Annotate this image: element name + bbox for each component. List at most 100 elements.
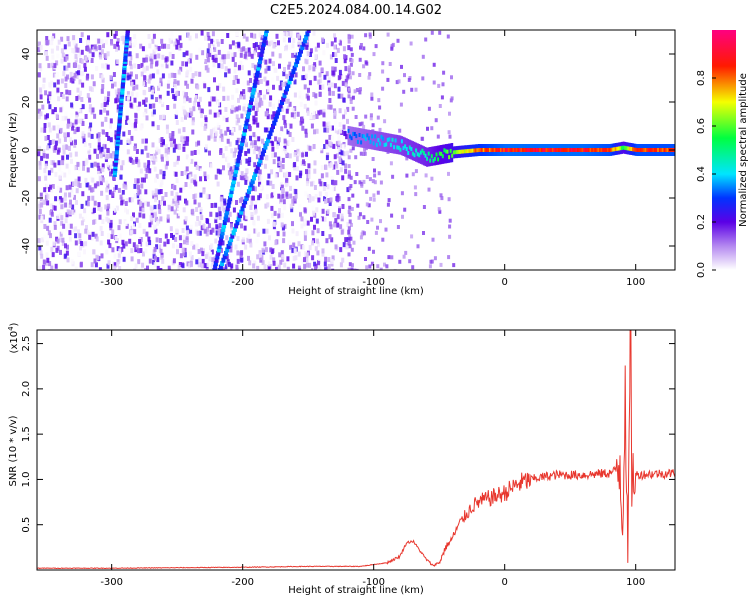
spectrogram-noise-cell — [430, 126, 434, 131]
spectrogram-trace-halo — [371, 130, 374, 150]
spectrogram-noise-cell — [88, 154, 92, 160]
spectrogram-noise-cell — [80, 58, 84, 64]
spectrogram-noise-cell — [138, 189, 142, 195]
spectrogram-noise-cell — [254, 97, 258, 103]
spectrogram-noise-cell — [311, 255, 315, 261]
spectrogram-noise-cell — [185, 71, 189, 77]
spectrogram-noise-cell — [288, 132, 292, 137]
spectrogram-noise-cell — [180, 117, 184, 122]
spectrogram-noise-cell — [337, 147, 341, 153]
spectrogram-noise-cell — [144, 189, 148, 195]
spectrogram-noise-cell — [301, 125, 305, 131]
spectrogram-noise-cell — [196, 84, 200, 90]
spectrogram-noise-cell — [314, 246, 318, 252]
spectrogram-noise-cell — [113, 81, 117, 87]
spectrogram-noise-cell — [45, 36, 49, 41]
spectrogram-noise-cell — [291, 221, 294, 227]
spectrogram-noise-cell — [142, 228, 146, 234]
spectrogram-noise-cell — [156, 125, 160, 130]
spectrogram-streak-segment — [237, 154, 242, 160]
spectrogram-trace-halo — [432, 146, 435, 166]
spectrogram-noise-cell — [400, 64, 403, 69]
spectrogram-trace-point — [360, 140, 363, 145]
spectrogram-noise-cell — [64, 218, 68, 224]
spectrogram-noise-cell — [137, 244, 141, 249]
spectrogram-noise-cell — [321, 231, 325, 236]
spectrogram-streak-segment — [264, 31, 268, 37]
spectrogram-noise-cell — [143, 90, 147, 96]
spectrogram-noise-cell — [51, 160, 55, 166]
spectrogram-trace-point — [514, 148, 517, 152]
spectrogram-noise-cell — [420, 136, 424, 141]
snr-y-multiplier-exponent: 4 — [7, 326, 15, 331]
spectrogram-noise-cell — [69, 199, 72, 205]
spectrogram-noise-cell — [116, 38, 120, 44]
spectrogram-noise-cell — [151, 73, 155, 79]
spectrogram-trace-point — [616, 146, 619, 151]
spectrogram-noise-cell — [327, 104, 331, 110]
spectrogram-noise-cell — [305, 257, 309, 263]
spectrogram-noise-cell — [46, 225, 50, 231]
spectrogram-noise-cell — [331, 125, 334, 131]
spectrogram-noise-cell — [343, 58, 347, 64]
spectrogram-noise-cell — [313, 168, 317, 174]
spectrogram-streak-segment — [213, 261, 218, 267]
spectrogram-trace-halo — [391, 134, 394, 154]
spectrogram-streak-segment — [225, 206, 230, 212]
spectrogram-noise-cell — [39, 111, 43, 117]
spectrogram-noise-cell — [340, 93, 344, 99]
spectrogram-trace-point — [487, 148, 490, 152]
spectrogram-noise-cell — [208, 101, 212, 107]
snr-x-tick-label: 0 — [502, 577, 508, 588]
snr-frame — [36, 329, 676, 571]
spectrogram-noise-cell — [300, 244, 304, 250]
spectrogram-noise-cell — [190, 111, 194, 117]
spectrogram-noise-cell — [452, 263, 456, 268]
spectrogram-noise-cell — [174, 171, 178, 177]
spectrogram-noise-cell — [261, 247, 265, 253]
spectrogram-noise-cell — [327, 264, 331, 269]
spectrogram-noise-cell — [283, 254, 287, 260]
spectrogram-noise-cell — [105, 249, 109, 255]
spectrogram-noise-cell — [65, 250, 69, 256]
spectrogram-noise-cell — [347, 73, 351, 79]
spectrogram-trace-halo — [369, 130, 372, 150]
spectrogram-trace-point — [630, 147, 633, 151]
spectrogram-noise-cell — [281, 193, 285, 199]
spectrogram-noise-cell — [330, 135, 334, 141]
spectrogram-noise-cell — [117, 225, 121, 231]
spectrogram-trace-point — [652, 148, 655, 152]
spectrogram-streak-segment — [254, 168, 259, 174]
spectrogram-noise-cell — [256, 254, 260, 260]
spectrogram-noise-cell — [219, 150, 223, 155]
spectrogram-noise-cell — [230, 263, 234, 269]
spectrogram-noise-cell — [227, 261, 231, 267]
spectrogram-streak-segment — [250, 178, 255, 184]
spectrogram-noise-cell — [64, 192, 67, 198]
spectrogram-noise-cell — [209, 229, 213, 235]
spectrogram-trace-point — [647, 148, 650, 152]
spectrogram-noise-cell — [315, 128, 319, 134]
spectrogram-noise-cell — [106, 32, 110, 38]
spectrogram-noise-cell — [86, 39, 90, 45]
spectrogram-noise-cell — [170, 31, 174, 36]
spectrogram-noise-cell — [95, 236, 99, 242]
spectrogram-noise-cell — [383, 119, 387, 124]
spectrogram-noise-cell — [50, 225, 54, 231]
spectrogram-noise-cell — [365, 265, 369, 270]
spectrogram-trace-point — [495, 148, 498, 152]
spectrogram-noise-cell — [118, 266, 122, 270]
spectrogram-noise-cell — [40, 253, 44, 259]
spectrogram-noise-cell — [259, 184, 263, 190]
spectrogram-noise-cell — [115, 236, 118, 241]
spectrogram-noise-cell — [67, 118, 71, 124]
spectrogram-streak-segment — [247, 106, 252, 112]
spectrogram-trace-point — [661, 148, 664, 152]
spectrogram-noise-cell — [99, 109, 103, 115]
spectrogram-noise-cell — [318, 255, 322, 261]
spectrogram-streak-segment — [225, 209, 230, 215]
spectrogram-noise-cell — [194, 97, 197, 103]
spectrogram-noise-cell — [166, 128, 169, 134]
spectrogram-noise-cell — [122, 243, 126, 249]
spectrogram-noise-cell — [117, 170, 121, 176]
